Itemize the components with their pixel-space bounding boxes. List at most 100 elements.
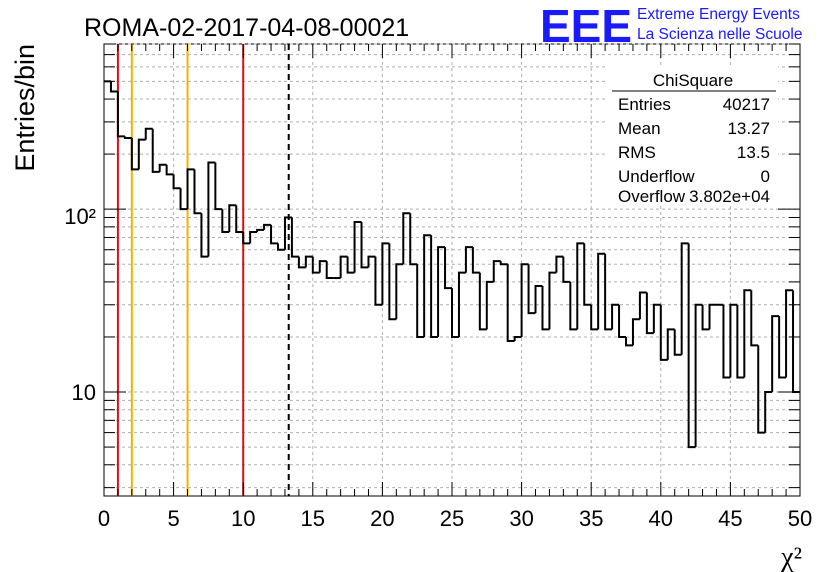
histogram-bin (116, 91, 125, 138)
histogram-bin (109, 81, 118, 93)
histogram-bin (506, 264, 515, 343)
x-tick-label: 50 (788, 506, 812, 531)
histogram-bin (235, 205, 244, 233)
histogram-bin (207, 161, 216, 257)
stats-entries-label: Entries (618, 95, 671, 114)
histogram-bin (130, 137, 139, 171)
histogram-bin (158, 163, 167, 172)
histogram-bin (597, 252, 606, 330)
histogram-bin (611, 303, 620, 330)
histogram-bin (708, 303, 717, 330)
stats-mean-label: Mean (618, 119, 661, 138)
histogram-bin (263, 223, 272, 230)
histogram-bin (144, 127, 153, 140)
histogram-bin (402, 212, 411, 265)
histogram-bin (541, 285, 550, 331)
histogram-bin (242, 231, 251, 245)
histogram-bin (548, 271, 557, 330)
x-tick-label: 10 (231, 506, 255, 531)
histogram-bin (179, 188, 188, 211)
x-tick-label: 40 (649, 506, 673, 531)
histogram-bin (527, 264, 536, 315)
stats-rms-label: RMS (618, 143, 656, 162)
histogram-bin (270, 224, 278, 245)
histogram-bin (214, 162, 223, 211)
histogram-bin (193, 169, 202, 215)
histogram-bin (290, 217, 299, 258)
histogram-bin (464, 246, 473, 273)
logo-line-2: La Scienza nelle Scuole (637, 26, 802, 43)
histogram-bin (513, 335, 522, 342)
histogram-bin (304, 255, 313, 268)
histogram-bin (666, 328, 675, 360)
histogram-bin (534, 284, 543, 314)
histogram-bin (228, 204, 237, 232)
x-axis-label: χ² (780, 542, 802, 572)
histogram-bin (722, 304, 731, 379)
histogram-bin (750, 290, 759, 347)
stats-mean-value: 13.27 (727, 119, 770, 138)
histogram-bin (764, 391, 773, 433)
histogram-bin (478, 272, 487, 331)
stats-underflow-label: Underflow (618, 167, 695, 186)
histogram-bin (137, 138, 146, 170)
x-tick-label: 0 (98, 506, 110, 531)
x-tick-label: 15 (301, 506, 325, 531)
histogram-bin (311, 256, 320, 274)
logo-line-1: Extreme Energy Events (637, 6, 800, 23)
eee-logo: EEE Extreme Energy Events La Scienza nel… (540, 0, 802, 52)
histogram-bin (687, 243, 696, 449)
histogram-bin (186, 168, 195, 210)
histogram-bin (492, 260, 501, 282)
x-tick-label: 30 (509, 506, 533, 531)
histogram-bin (123, 136, 132, 139)
x-tick-label: 25 (440, 506, 464, 531)
y-tick-label-10: 10 (72, 380, 96, 405)
histogram-bin (659, 304, 668, 361)
logo-mark: EEE (540, 0, 632, 52)
histogram-bin (353, 221, 362, 273)
histogram-bin (360, 222, 369, 269)
histogram-bin (367, 255, 376, 268)
histogram-bin (457, 271, 466, 337)
histogram-bin (277, 243, 285, 251)
histogram-bin (339, 255, 348, 279)
stats-entries-value: 40217 (723, 95, 770, 114)
histogram-bin (785, 289, 794, 378)
histogram-bin (485, 280, 494, 330)
histogram-bin (165, 164, 174, 176)
histogram-bin (631, 318, 640, 346)
histogram-bin (451, 288, 459, 338)
histogram-bin (569, 281, 578, 331)
stats-rms-value: 13.5 (737, 143, 770, 162)
histogram-bin (256, 228, 265, 232)
histogram-bin (555, 255, 564, 273)
histogram-bin (680, 242, 689, 355)
histogram-bin (221, 209, 230, 233)
x-tick-label: 45 (718, 506, 742, 531)
histogram-bin (778, 316, 787, 379)
histogram-bin (652, 303, 661, 334)
histogram-bin (576, 242, 585, 330)
x-tick-label: 35 (579, 506, 603, 531)
histogram-bin (590, 304, 599, 331)
stats-underflow-value: 0 (761, 167, 770, 186)
y-tick-label-100: 10² (64, 204, 96, 229)
histogram-bin (381, 242, 390, 305)
y-tick-labels: 10 10² (64, 204, 96, 405)
histogram-bin (645, 292, 654, 335)
histogram-bin (374, 256, 383, 306)
marker-lines (116, 44, 290, 496)
histogram-bin (562, 256, 571, 283)
stats-box: ChiSquare Entries 40217 Mean 13.27 RMS 1… (608, 66, 778, 206)
histogram-bin (297, 256, 306, 269)
histogram-bin (694, 303, 703, 448)
histogram-bin (437, 246, 446, 337)
histogram-bin (388, 243, 397, 321)
histogram-bin (318, 260, 327, 273)
x-tick-label: 5 (167, 506, 179, 531)
histogram-bin (200, 213, 209, 258)
stats-overflow-value: 3.802e+04 (689, 187, 770, 206)
histogram-bin (395, 263, 404, 320)
